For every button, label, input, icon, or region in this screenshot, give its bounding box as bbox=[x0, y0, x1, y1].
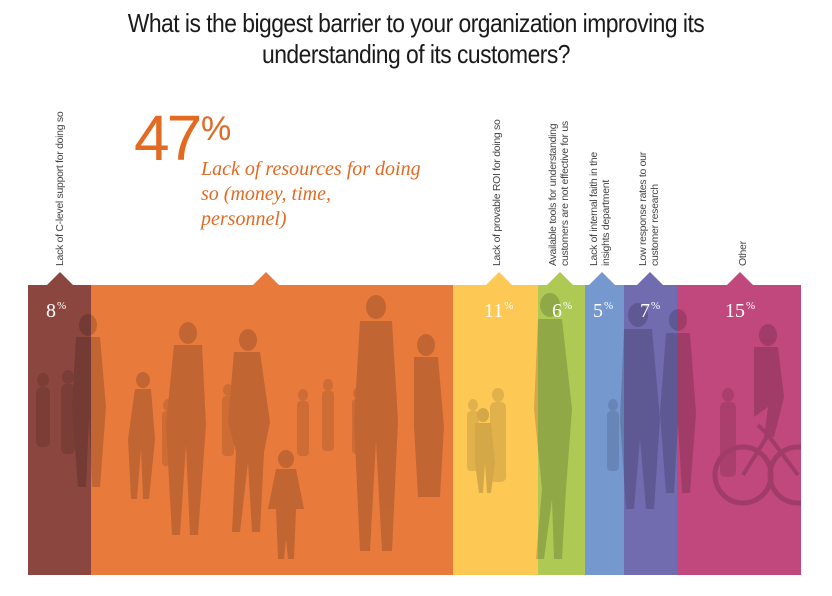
pointer-tools-icon bbox=[547, 272, 573, 285]
band-roi bbox=[453, 285, 538, 575]
band-tools-value: 6% bbox=[552, 300, 572, 323]
label-other: Other bbox=[737, 241, 749, 266]
pointer-resources-icon bbox=[253, 272, 279, 285]
value-number: 6 bbox=[552, 300, 562, 322]
band-resources bbox=[91, 285, 453, 575]
value-number: 5 bbox=[593, 300, 603, 322]
label-line: customer research bbox=[649, 184, 661, 266]
pointer-response-icon bbox=[637, 272, 663, 285]
value-unit: % bbox=[604, 300, 614, 312]
label-line: Available tools for understanding bbox=[547, 123, 559, 266]
label-response: Low response rates to our customer resea… bbox=[637, 152, 661, 266]
chart-title-line-2: understanding of its customers? bbox=[262, 39, 570, 69]
band-faith bbox=[585, 285, 624, 575]
value-unit: % bbox=[563, 300, 573, 312]
label-c-level: Lack of C-level support for doing so bbox=[54, 112, 66, 266]
chart-title: What is the biggest barrier to your orga… bbox=[50, 8, 782, 70]
chart-title-line-1: What is the biggest barrier to your orga… bbox=[127, 8, 705, 38]
label-line: customers are not effective for us bbox=[559, 121, 571, 266]
label-line: Other bbox=[737, 241, 749, 266]
pointer-other-icon bbox=[727, 272, 753, 285]
label-faith: Lack of internal faith in the insights d… bbox=[588, 152, 612, 266]
label-line: Lack of internal faith in the bbox=[588, 152, 600, 266]
band-response bbox=[624, 285, 677, 575]
value-unit: % bbox=[651, 300, 661, 312]
value-number: 7 bbox=[640, 300, 650, 322]
highlight-value: 47 bbox=[134, 102, 202, 174]
label-line: Low response rates to our bbox=[637, 152, 649, 266]
pointer-roi-icon bbox=[486, 272, 512, 285]
band-roi-value: 11% bbox=[484, 300, 513, 323]
band-response-value: 7% bbox=[640, 300, 660, 323]
pointer-c-level-icon bbox=[47, 272, 73, 285]
label-roi: Lack of provable ROI for doing so bbox=[491, 119, 503, 266]
value-unit: % bbox=[746, 300, 756, 312]
label-line: Lack of provable ROI for doing so bbox=[491, 119, 503, 266]
band-other-value: 15% bbox=[725, 300, 755, 323]
value-unit: % bbox=[57, 300, 67, 312]
label-tools: Available tools for understanding custom… bbox=[547, 121, 571, 266]
value-unit: % bbox=[504, 300, 514, 312]
label-line: insights department bbox=[600, 180, 612, 266]
pointer-faith-icon bbox=[589, 272, 615, 285]
highlight-label: Lack of resources for doing so (money, t… bbox=[201, 158, 421, 230]
band-c-level-value: 8% bbox=[46, 300, 66, 323]
band-faith-value: 5% bbox=[593, 300, 613, 323]
band-other bbox=[677, 285, 801, 575]
band-c-level bbox=[28, 285, 91, 575]
value-number: 11 bbox=[484, 300, 504, 322]
highlight-unit: % bbox=[201, 110, 232, 148]
value-number: 8 bbox=[46, 300, 56, 322]
label-line: Lack of C-level support for doing so bbox=[54, 111, 66, 266]
value-number: 15 bbox=[725, 300, 745, 322]
band-tools bbox=[538, 285, 585, 575]
